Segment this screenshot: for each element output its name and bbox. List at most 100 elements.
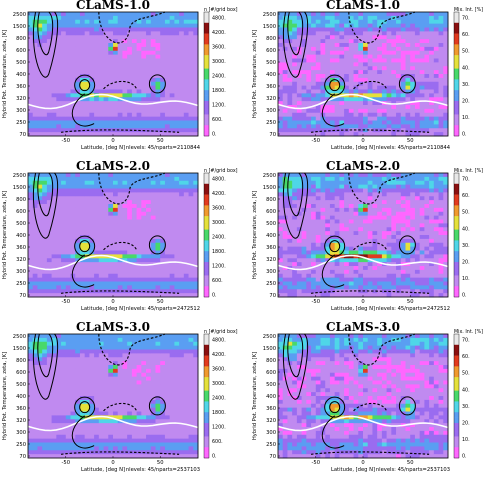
heatmap-cell [89, 43, 95, 48]
heatmap-cell [282, 19, 288, 25]
heatmap-cell [424, 269, 430, 275]
heatmap-cell [391, 180, 397, 186]
colorbar-tick-label: 3600. [212, 206, 226, 212]
heatmap-cell [372, 124, 378, 129]
heatmap-cell [296, 105, 303, 110]
heatmap-cell [429, 273, 435, 279]
heatmap-cell [400, 31, 406, 36]
heatmap-cell [381, 246, 388, 251]
heatmap-cell [367, 223, 373, 228]
heatmap-cell [56, 35, 62, 40]
heatmap-cell [89, 70, 95, 75]
heatmap-cell [169, 128, 175, 133]
heatmap-cell [292, 211, 298, 217]
heatmap-cell [438, 77, 444, 83]
heatmap-cell [334, 258, 340, 263]
heatmap-cell [377, 211, 383, 217]
heatmap-cell [296, 85, 303, 90]
heatmap-cell [339, 235, 345, 240]
heatmap-cell [353, 108, 359, 114]
heatmap-cell [287, 97, 293, 102]
heatmap-cell [51, 31, 57, 36]
heatmap-cell [51, 43, 57, 48]
heatmap-cell [429, 223, 435, 228]
heatmap-cell [61, 81, 67, 87]
heatmap-cell [51, 120, 57, 125]
heatmap-cell [61, 204, 67, 209]
heatmap-cell [386, 231, 392, 236]
colorbar-step [204, 175, 209, 179]
heatmap-cell [372, 23, 378, 28]
heatmap-cell [325, 120, 331, 125]
heatmap-cell [429, 285, 435, 290]
heatmap-cell [193, 258, 199, 263]
heatmap-cell [61, 93, 67, 98]
heatmap-cell [278, 196, 284, 201]
heatmap-cell [103, 250, 109, 255]
heatmap-cell [329, 116, 336, 121]
heatmap-cell [391, 132, 397, 137]
heatmap-cell [51, 258, 57, 263]
heatmap-cell [424, 19, 430, 25]
colorbar-step [204, 20, 209, 24]
heatmap-cell [65, 188, 71, 193]
heatmap-cell [334, 43, 340, 48]
heatmap-cell [51, 77, 57, 83]
heatmap-cell [70, 124, 76, 129]
colorbar-step [454, 218, 459, 222]
heatmap-cell [84, 85, 90, 90]
heatmap-cell [353, 35, 359, 40]
heatmap-cell [414, 258, 421, 263]
heatmap-cell [301, 43, 307, 48]
heatmap-cell [429, 254, 435, 259]
heatmap-cell [377, 27, 383, 32]
heatmap-cell [429, 89, 435, 94]
heatmap-cell [410, 12, 416, 17]
heatmap-cell [79, 273, 86, 279]
heatmap-cell [94, 108, 100, 114]
heatmap-cell [311, 277, 317, 282]
heatmap-cell [94, 81, 100, 87]
heatmap-cell [278, 266, 284, 271]
heatmap-cell [329, 15, 336, 21]
heatmap-cell [61, 238, 67, 244]
heatmap-cell [37, 192, 43, 197]
heatmap-cell [32, 188, 38, 193]
heatmap-cell [193, 207, 199, 213]
colorbar-step [454, 119, 459, 123]
heatmap-cell [150, 120, 156, 125]
heatmap-cell [65, 176, 71, 182]
heatmap-cell [381, 19, 388, 25]
heatmap-cell [150, 54, 156, 59]
heatmap-cell [117, 74, 123, 79]
heatmap-cell [113, 70, 119, 75]
heatmap-cell [306, 192, 312, 197]
heatmap-cell [353, 74, 359, 79]
heatmap-cell [367, 242, 373, 248]
heatmap-cell [344, 219, 350, 224]
heatmap-cell [320, 289, 326, 294]
heatmap-cell [146, 196, 152, 201]
heatmap-cell [325, 93, 331, 98]
heatmap-cell [46, 285, 53, 290]
colorbar-title: n [#/grid box] [204, 7, 238, 13]
heatmap-cell [358, 289, 364, 294]
heatmap-cell [174, 211, 180, 217]
heatmap-cell [334, 66, 340, 71]
heatmap-cell [37, 128, 43, 133]
heatmap-cell [155, 43, 161, 48]
heatmap-cell [146, 54, 152, 59]
heatmap-cell [287, 54, 293, 59]
heatmap-cell [75, 120, 81, 125]
heatmap-cell [94, 196, 100, 201]
colorbar-step [204, 191, 209, 195]
heatmap-cell [391, 50, 397, 56]
heatmap-cell [414, 74, 421, 79]
heatmap-cell [179, 124, 185, 129]
heatmap-cell [127, 23, 133, 28]
heatmap-cell [150, 70, 156, 75]
heatmap-cell [348, 108, 354, 114]
heatmap-cell [146, 219, 152, 224]
heatmap-cell [70, 254, 76, 259]
heatmap-cell [179, 74, 185, 79]
